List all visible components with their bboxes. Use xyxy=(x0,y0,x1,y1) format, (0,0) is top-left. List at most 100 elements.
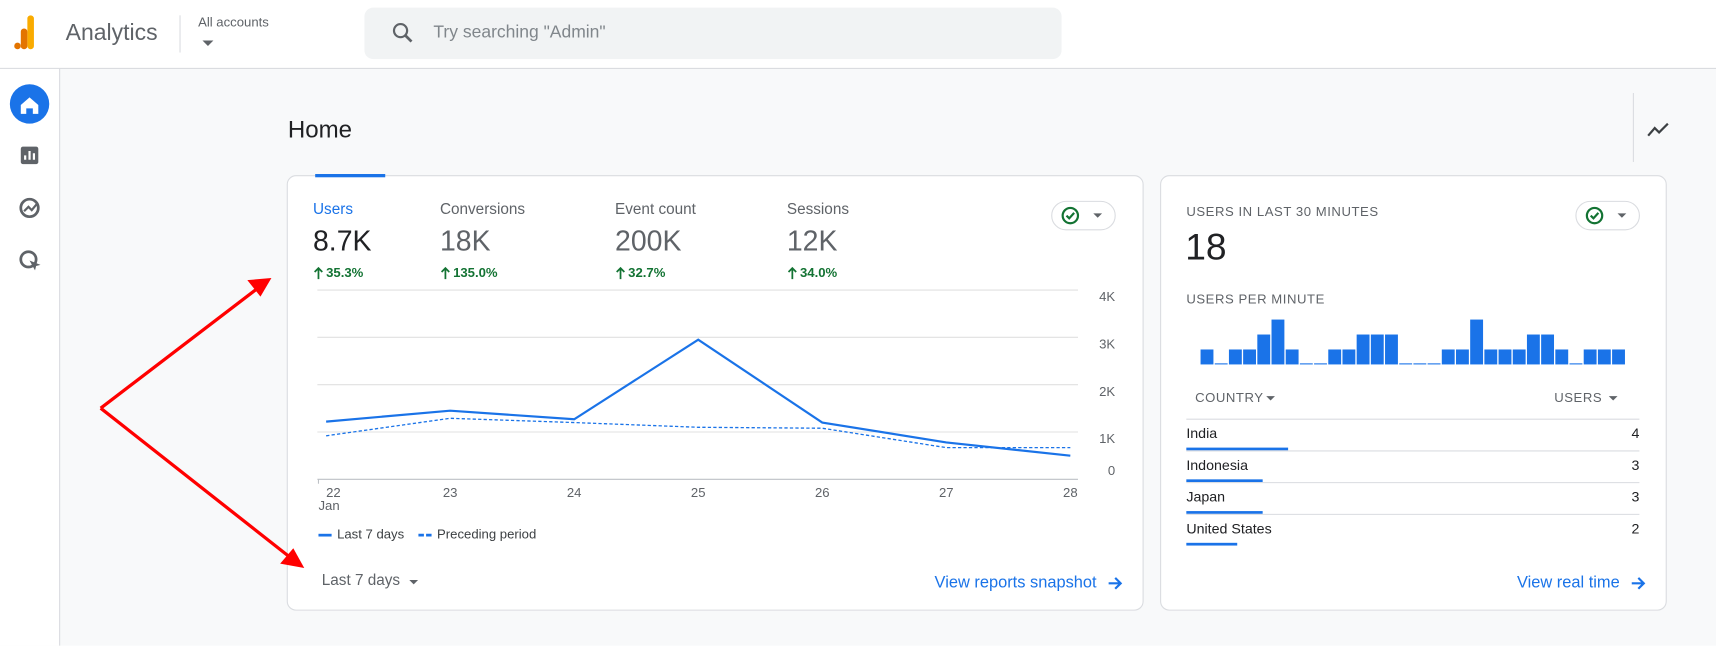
country-users: 2 xyxy=(1631,521,1639,537)
bar xyxy=(1498,349,1512,365)
y-tick-label: 3K xyxy=(1099,336,1115,351)
country-name: Indonesia xyxy=(1186,458,1248,474)
metrics: Users 8.7K 35.3% Conversions 18K 135.0% Event … xyxy=(313,201,849,280)
date-range[interactable]: Last 7 days xyxy=(322,572,401,589)
bar xyxy=(1228,349,1242,365)
bar xyxy=(1583,349,1597,365)
reports-icon xyxy=(24,151,36,160)
compare-menu[interactable] xyxy=(1051,200,1116,231)
caret[interactable] xyxy=(409,580,419,585)
country-users: 3 xyxy=(1631,490,1639,506)
metric-change: 135.0% xyxy=(453,265,498,280)
caret xyxy=(1608,396,1618,401)
bar xyxy=(1413,363,1427,365)
tab-indicator xyxy=(315,174,386,178)
bar xyxy=(1541,334,1555,365)
realtime-card xyxy=(1160,175,1667,611)
x-tick-label: 23 xyxy=(443,485,458,500)
bar xyxy=(1342,349,1356,365)
nav-explore[interactable] xyxy=(19,197,40,219)
check-icon xyxy=(1589,212,1600,220)
legend-label: Last 7 days xyxy=(337,527,405,542)
arrow-icon[interactable] xyxy=(1108,577,1123,590)
bar xyxy=(1427,363,1441,365)
arrow-head xyxy=(247,277,272,297)
check-icon xyxy=(1061,206,1080,225)
y-tick-label: 1K xyxy=(1099,431,1115,446)
metric-change: 35.3% xyxy=(326,265,364,280)
metric-value: 200K xyxy=(615,225,681,257)
check-icon xyxy=(1585,206,1604,225)
bar xyxy=(1399,363,1413,365)
bar xyxy=(1512,349,1526,365)
search-placeholder[interactable]: Try searching "Admin" xyxy=(433,21,605,41)
bar xyxy=(1214,363,1228,365)
column-header: USERS xyxy=(1554,390,1602,405)
annotation-arrows xyxy=(99,277,305,568)
series-line xyxy=(326,338,1071,457)
country-table: COUNTRY USERS India 4 Indonesia 3 Japan 3 United… xyxy=(1186,390,1639,546)
bar xyxy=(1285,349,1299,365)
metric-name: Sessions xyxy=(787,201,849,218)
bar xyxy=(1612,349,1625,365)
advertising-icon xyxy=(29,260,41,271)
account-label[interactable]: All accounts xyxy=(198,14,269,29)
country-bar xyxy=(1186,479,1263,483)
caret xyxy=(1266,396,1275,401)
x-tick-label: 26 xyxy=(815,485,830,500)
bar-chart xyxy=(1200,319,1625,365)
bar xyxy=(1597,349,1611,365)
x-tick-label: 24 xyxy=(567,485,582,500)
country-name: Japan xyxy=(1186,490,1225,506)
logo-bar xyxy=(27,15,34,50)
bar xyxy=(1385,334,1398,365)
bar xyxy=(1526,334,1540,365)
arrow-icon[interactable] xyxy=(1631,577,1646,590)
metric-name: Conversions xyxy=(440,201,525,218)
column-header: COUNTRY xyxy=(1195,390,1264,405)
metric-value: 12K xyxy=(787,225,838,257)
app-name: Analytics xyxy=(66,19,158,45)
metric-value: 18K xyxy=(440,225,491,257)
home-icon xyxy=(20,97,39,114)
view-realtime-link[interactable]: View real time xyxy=(1517,574,1620,592)
compare-menu[interactable] xyxy=(1575,200,1640,231)
bar xyxy=(1470,319,1484,365)
realtime-title: USERS IN LAST 30 MINUTES xyxy=(1186,204,1378,219)
metric-change: 32.7% xyxy=(628,265,666,280)
line-chart: 0 1K 2K 3K 4K 22 23 24 25 26 27 28 Jan Last 7 days Pre… xyxy=(317,289,1115,542)
y-tick-label: 2K xyxy=(1099,384,1115,399)
caret[interactable] xyxy=(202,40,214,46)
caret xyxy=(1093,213,1103,218)
x-tick-label: 25 xyxy=(691,485,706,500)
metric-change: 34.0% xyxy=(800,265,838,280)
up-arrow xyxy=(616,266,625,280)
up-arrow xyxy=(440,266,450,280)
country-name: India xyxy=(1186,426,1217,442)
logo-bar xyxy=(20,28,28,50)
nav-advertising[interactable] xyxy=(19,250,38,269)
search-icon xyxy=(403,34,413,43)
bar xyxy=(1257,334,1271,365)
view-reports-link[interactable]: View reports snapshot xyxy=(935,574,1097,592)
bar-chart-title: USERS PER MINUTE xyxy=(1186,291,1325,306)
bar xyxy=(1328,349,1342,365)
bar xyxy=(1299,363,1313,365)
country-bar xyxy=(1186,511,1263,514)
up-arrow xyxy=(787,266,797,280)
country-name: United States xyxy=(1186,521,1271,537)
side-nav xyxy=(0,68,60,646)
bar xyxy=(1569,363,1583,365)
y-tick-label: 4K xyxy=(1099,289,1115,304)
arrow-head xyxy=(280,548,305,568)
logo[interactable] xyxy=(14,15,34,50)
insights-icon[interactable] xyxy=(1647,122,1669,137)
y-tick-label: 0 xyxy=(1108,463,1115,478)
bar xyxy=(1370,334,1384,365)
overview-card xyxy=(286,175,1144,611)
search-box[interactable] xyxy=(364,7,1062,60)
bar xyxy=(1484,349,1498,365)
bar xyxy=(1441,349,1455,365)
